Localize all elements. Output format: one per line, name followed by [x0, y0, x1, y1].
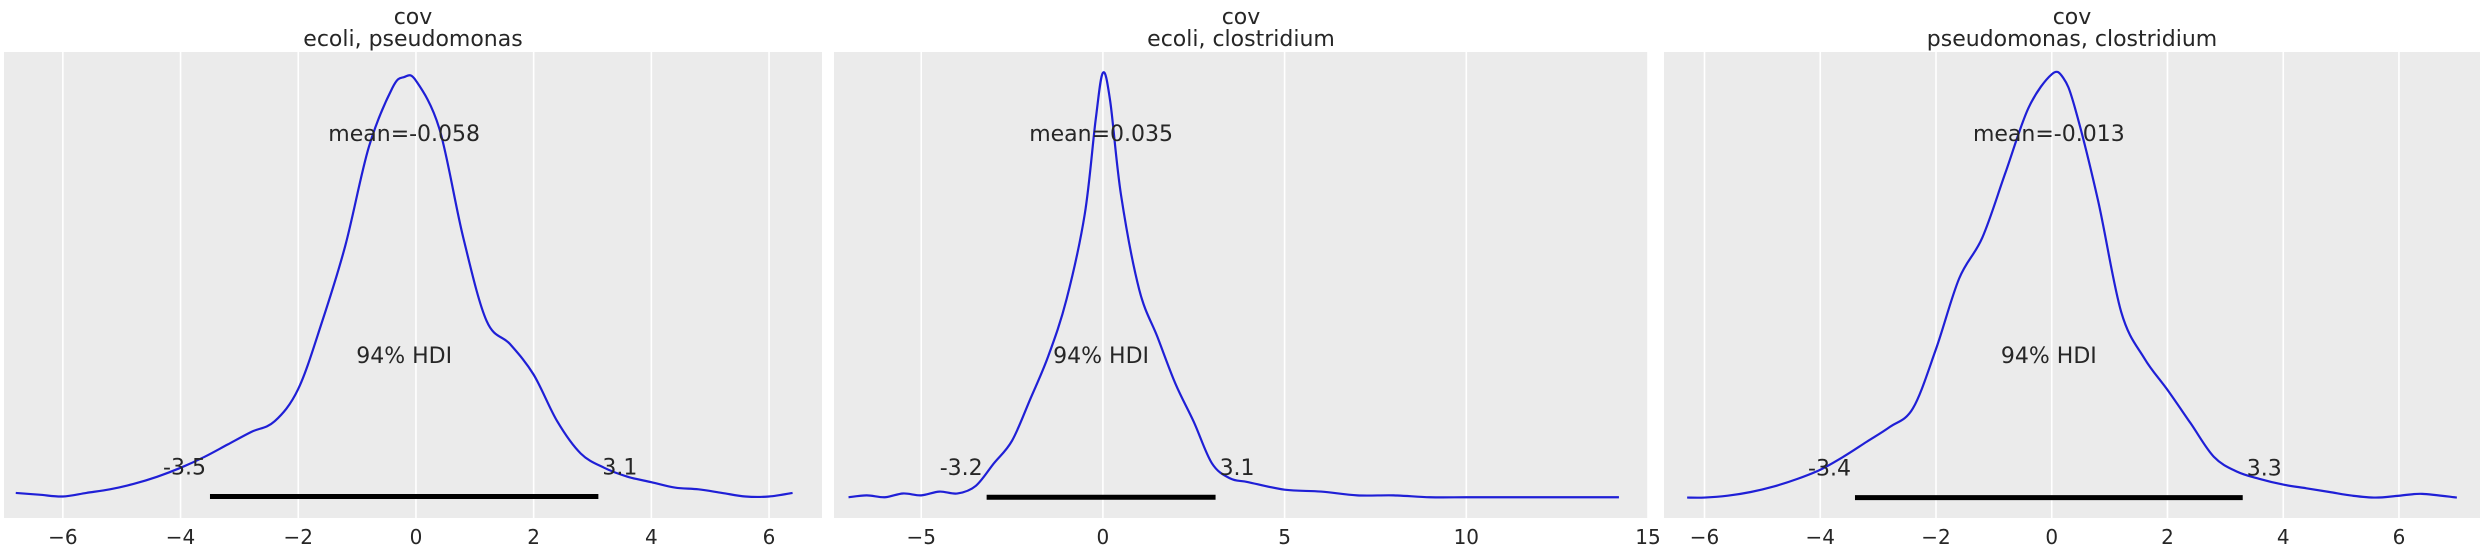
density-curve [15, 74, 793, 499]
x-tick-label: −5 [906, 525, 935, 549]
x-tick-label: −6 [1690, 525, 1719, 549]
x-tick-label: 5 [1278, 525, 1291, 549]
panel-title-line: ecoli, pseudomonas [303, 27, 522, 52]
hdi-high-label: 3.1 [1220, 456, 1255, 481]
hdi-low-label: -3.2 [940, 456, 983, 481]
panel-title-line: cov [1222, 5, 1261, 30]
x-tick-label: −4 [1806, 525, 1835, 549]
hdi-low-label: -3.4 [1808, 457, 1851, 482]
x-tick-label: 4 [2277, 525, 2290, 549]
x-tick-label: 0 [1097, 525, 1110, 549]
x-tick-label: −2 [1921, 525, 1950, 549]
x-tick-label: 10 [1454, 525, 1479, 549]
x-tick-label: 4 [645, 525, 658, 549]
x-tick-label: 0 [410, 525, 423, 549]
density-curve [848, 71, 1619, 499]
density-curve [1687, 70, 2457, 499]
panel-title-line: cov [2053, 5, 2092, 30]
panel-title-line: cov [394, 5, 433, 30]
mean-annotation: mean=-0.013 [1973, 122, 2125, 147]
x-tick-label: −4 [166, 525, 195, 549]
mean-annotation: mean=-0.058 [328, 122, 480, 147]
hdi-caption: 94% HDI [2001, 344, 2097, 369]
plot-background [4, 52, 822, 518]
hdi-high-label: 3.3 [2247, 457, 2282, 482]
panel-title-line: pseudomonas, clostridium [1927, 27, 2217, 52]
hdi-caption: 94% HDI [356, 344, 452, 369]
x-tick-label: −2 [284, 525, 313, 549]
hdi-caption: 94% HDI [1053, 344, 1149, 369]
x-tick-label: 15 [1635, 525, 1660, 549]
hdi-high-label: 3.1 [602, 455, 637, 480]
panel-title-line: ecoli, clostridium [1147, 27, 1335, 52]
hdi-low-label: -3.5 [163, 455, 206, 480]
x-tick-label: −6 [48, 525, 77, 549]
mean-annotation: mean=0.035 [1029, 122, 1173, 147]
x-tick-label: 6 [2393, 525, 2406, 549]
plot-background [1664, 52, 2480, 518]
x-tick-label: 2 [527, 525, 540, 549]
x-tick-label: 6 [763, 525, 776, 549]
x-tick-label: 0 [2045, 525, 2058, 549]
x-tick-label: 2 [2161, 525, 2174, 549]
plot-background [834, 52, 1648, 518]
